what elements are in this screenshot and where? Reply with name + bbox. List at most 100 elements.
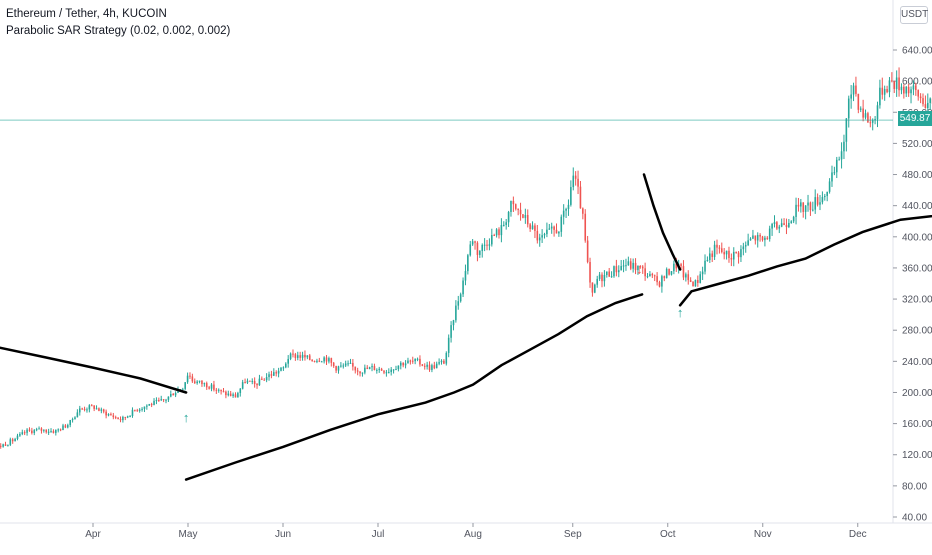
candle-body bbox=[735, 252, 737, 253]
candle-body bbox=[795, 205, 797, 217]
candle-body bbox=[850, 94, 852, 98]
candle-body bbox=[714, 245, 716, 257]
candle-body bbox=[788, 223, 790, 227]
candle-body bbox=[582, 208, 584, 213]
y-tick-label: 640.00 bbox=[902, 46, 932, 57]
candle-body bbox=[285, 364, 287, 368]
candle-body bbox=[800, 202, 802, 206]
indicator-title[interactable]: Parabolic SAR Strategy (0.02, 0.002, 0.0… bbox=[6, 23, 230, 40]
candle-body bbox=[599, 275, 601, 279]
candle-body bbox=[927, 103, 929, 108]
candle-body bbox=[702, 272, 704, 275]
candle-body bbox=[410, 361, 412, 362]
candle-body bbox=[366, 368, 368, 369]
candle-body bbox=[292, 354, 294, 355]
candle-body bbox=[74, 417, 76, 419]
candle-body bbox=[158, 400, 160, 401]
candle-body bbox=[491, 235, 493, 244]
candle-body bbox=[163, 399, 165, 400]
candle-body bbox=[848, 99, 850, 119]
candle-body bbox=[666, 269, 668, 278]
candle-body bbox=[577, 179, 579, 187]
candle-body bbox=[108, 414, 110, 415]
candle-body bbox=[38, 428, 40, 429]
sell-signal-arrow: ↓ bbox=[636, 262, 643, 277]
candle-body bbox=[57, 429, 59, 430]
candle-body bbox=[738, 253, 740, 258]
candle-body bbox=[359, 372, 361, 374]
candle-body bbox=[213, 385, 215, 390]
candle-body bbox=[31, 431, 33, 433]
candle-body bbox=[628, 261, 630, 265]
symbol-title[interactable]: Ethereum / Tether, 4h, KUCOIN bbox=[6, 6, 230, 23]
candle-body bbox=[390, 370, 392, 372]
candle-body bbox=[762, 236, 764, 240]
candle-body bbox=[771, 224, 773, 229]
candle-body bbox=[237, 393, 239, 397]
candle-body bbox=[673, 264, 675, 271]
candle-body bbox=[19, 434, 21, 436]
candle-body bbox=[520, 210, 522, 214]
candle-body bbox=[671, 271, 673, 274]
candle-body bbox=[853, 86, 855, 95]
candle-body bbox=[93, 405, 95, 408]
candle-body bbox=[168, 397, 170, 400]
candle-body bbox=[484, 245, 486, 246]
candle-body bbox=[378, 369, 380, 370]
candle-body bbox=[704, 261, 706, 272]
candle-body bbox=[668, 269, 670, 275]
candle-body bbox=[551, 227, 553, 229]
candle-body bbox=[846, 118, 848, 141]
candle-body bbox=[345, 364, 347, 366]
candle-body bbox=[21, 432, 23, 434]
y-tick-label: 440.00 bbox=[902, 201, 932, 212]
candle-body bbox=[424, 366, 426, 367]
chart-header: Ethereum / Tether, 4h, KUCOIN Parabolic … bbox=[6, 6, 230, 40]
candle-body bbox=[225, 392, 227, 395]
candle-body bbox=[690, 280, 692, 282]
candle-body bbox=[220, 390, 222, 391]
candle-body bbox=[290, 354, 292, 359]
candle-body bbox=[376, 370, 378, 371]
candle-body bbox=[743, 246, 745, 249]
candle-body bbox=[594, 285, 596, 293]
candle-body bbox=[297, 355, 299, 358]
candle-body bbox=[77, 412, 79, 417]
y-tick-label: 40.00 bbox=[902, 513, 927, 524]
candle-body bbox=[239, 389, 241, 393]
candle-body bbox=[371, 366, 373, 367]
candle-body bbox=[455, 306, 457, 321]
candle-body bbox=[48, 432, 50, 433]
candle-body bbox=[347, 363, 349, 364]
candle-body bbox=[141, 409, 143, 410]
candle-body bbox=[663, 276, 665, 278]
candle-body bbox=[810, 203, 812, 211]
candle-body bbox=[29, 430, 31, 431]
candle-body bbox=[711, 253, 713, 256]
candle-body bbox=[525, 215, 527, 218]
candle-body bbox=[170, 394, 172, 397]
candle-body bbox=[165, 400, 167, 401]
candle-body bbox=[546, 230, 548, 234]
candle-body bbox=[105, 412, 107, 416]
candle-body bbox=[893, 81, 895, 89]
candle-body bbox=[283, 367, 285, 368]
candle-body bbox=[266, 377, 268, 380]
candle-body bbox=[716, 245, 718, 248]
candle-body bbox=[757, 235, 759, 240]
candle-body bbox=[843, 142, 845, 152]
candle-body bbox=[139, 410, 141, 411]
candle-body bbox=[855, 86, 857, 94]
candle-body bbox=[486, 245, 488, 246]
candle-body bbox=[323, 357, 325, 361]
candle-body bbox=[755, 235, 757, 240]
candle-body bbox=[357, 370, 359, 371]
candle-body bbox=[865, 113, 867, 117]
currency-unit-button[interactable]: USDT bbox=[900, 6, 928, 24]
candle-body bbox=[836, 160, 838, 172]
x-tick-label: Aug bbox=[464, 529, 482, 540]
candle-body bbox=[740, 249, 742, 257]
candle-body bbox=[340, 366, 342, 367]
candle-body bbox=[467, 255, 469, 271]
